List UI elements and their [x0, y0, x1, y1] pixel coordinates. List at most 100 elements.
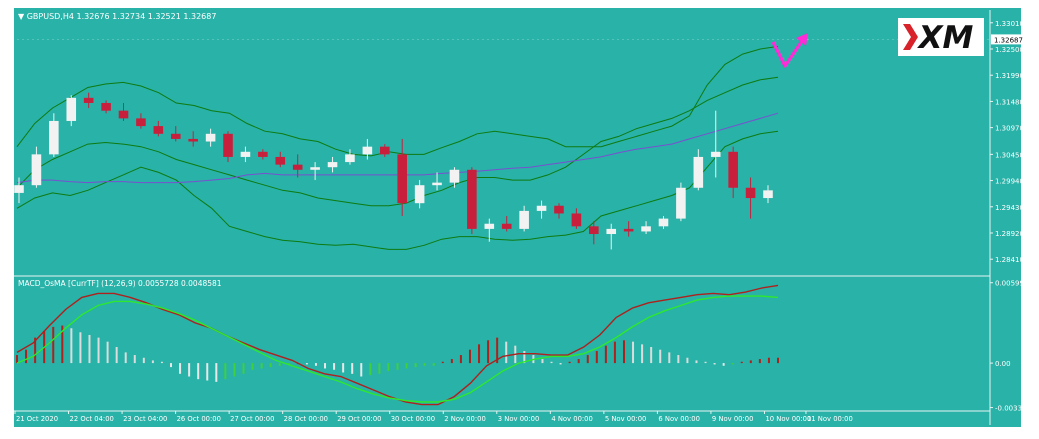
candle-body [14, 185, 24, 193]
macd-histogram [16, 325, 779, 382]
macd-histogram-bar [188, 363, 191, 377]
bull-candle [414, 180, 425, 209]
macd-histogram-bar [251, 363, 254, 370]
macd-histogram-bar [695, 360, 698, 364]
bear-candle [153, 120, 164, 137]
bollinger-upper-line [16, 45, 779, 157]
macd-histogram-bar [378, 363, 381, 374]
macd-histogram-bar [52, 326, 55, 364]
macd-histogram-bar [369, 363, 372, 376]
macd-histogram-bar [704, 361, 707, 364]
candle-body [658, 218, 669, 227]
price-tick-label: 1.31990 [995, 72, 1024, 80]
bear-candle [380, 144, 390, 157]
candle-body [449, 169, 460, 183]
time-tick-label: 5 Nov 00:00 [605, 415, 647, 423]
forecast-arrow [771, 33, 808, 68]
xm-logo[interactable]: XM [898, 18, 984, 56]
bull-candle [432, 172, 442, 191]
forecast-path [771, 37, 806, 68]
candle-body [623, 228, 634, 232]
macd-histogram-bar [360, 363, 363, 377]
candle-body [571, 213, 582, 227]
bear-candle [83, 92, 94, 109]
candle-body [467, 169, 477, 229]
macd-histogram-bar [260, 363, 263, 369]
candle-body [676, 187, 686, 219]
macd-histogram-bar [115, 347, 118, 364]
bull-candle [362, 138, 373, 160]
macd-histogram-bar [333, 363, 336, 370]
candle-body [606, 228, 617, 235]
macd-histogram-bar [650, 347, 653, 364]
macd-histogram-bar [88, 334, 91, 364]
arrow-up-icon [796, 33, 808, 46]
macd-histogram-bar [641, 344, 644, 364]
chart-background [14, 8, 1021, 427]
candle-body [240, 151, 251, 157]
bear-candle [136, 113, 146, 129]
macd-histogram-bar [632, 341, 635, 364]
macd-histogram-bar [197, 363, 200, 380]
bull-candle [658, 216, 669, 229]
bull-candle [710, 110, 721, 178]
price-tick-label: 1.28410 [995, 256, 1024, 264]
macd-histogram-bar [142, 357, 145, 364]
candle-body [380, 146, 390, 155]
macd-histogram-bar [423, 363, 426, 366]
macd-histogram-bar [342, 363, 345, 373]
macd-histogram-bar [224, 363, 227, 380]
macd-histogram-bar [124, 352, 127, 364]
bull-candle [519, 205, 529, 232]
macd-histogram-bar [305, 363, 308, 365]
candle-body [292, 164, 303, 170]
macd-histogram-bar [70, 328, 73, 364]
macd-histogram-bar [496, 337, 499, 364]
bull-candle [693, 149, 704, 191]
macd-histogram-bar [450, 359, 453, 364]
bear-candle [745, 177, 756, 219]
macd-histogram-bar [559, 363, 562, 365]
macd-histogram-bar [622, 340, 625, 364]
macd-histogram-bar [206, 363, 209, 381]
macd-histogram-bar [396, 363, 399, 370]
candle-body [275, 156, 286, 165]
macd-panel[interactable]: MACD_OsMA [CurrTF] (12,26,9) 0.0055728 0… [16, 279, 1029, 413]
macd-histogram-bar [749, 360, 752, 364]
bear-candle [467, 167, 477, 235]
bull-candle [345, 149, 355, 165]
bear-candle [397, 138, 407, 217]
bear-candle [728, 146, 738, 199]
price-tick-label: 1.31480 [995, 98, 1024, 106]
macd-histogram-bar [242, 363, 245, 374]
candle-body [136, 118, 146, 127]
bull-candle [327, 156, 338, 173]
macd-histogram-bar [170, 363, 173, 368]
macd-histogram-bar [659, 349, 662, 364]
candle-body [258, 151, 268, 157]
bull-candle [49, 113, 59, 157]
candle-body [153, 126, 164, 134]
bear-candle [292, 154, 303, 178]
macd-histogram-bar [550, 361, 553, 364]
bear-candle [589, 221, 599, 245]
candle-body [345, 154, 355, 163]
candle-body [519, 210, 529, 229]
time-tick-label: 11 Nov 00:00 [807, 415, 853, 423]
macd-histogram-bar [16, 355, 18, 364]
candle-body [188, 138, 198, 142]
macd-histogram-bar [577, 359, 580, 364]
candle-body [589, 226, 599, 235]
macd-histogram-bar [25, 349, 28, 364]
logo-mark [903, 24, 918, 50]
macd-histogram-bar [523, 351, 526, 364]
time-tick-label: 21 Oct 2020 [16, 415, 58, 423]
macd-histogram-bar [604, 345, 607, 364]
candlesticks [14, 92, 773, 250]
price-tick-label: 1.28920 [995, 230, 1024, 238]
price-tick-label: 1.29940 [995, 178, 1024, 186]
time-tick-label: 26 Oct 00:00 [177, 415, 221, 423]
macd-histogram-bar [767, 357, 770, 364]
price-panel[interactable]: ▼ GBPUSD,H4 1.32676 1.32734 1.32521 1.32… [14, 10, 1024, 425]
macd-histogram-bar [478, 344, 481, 364]
